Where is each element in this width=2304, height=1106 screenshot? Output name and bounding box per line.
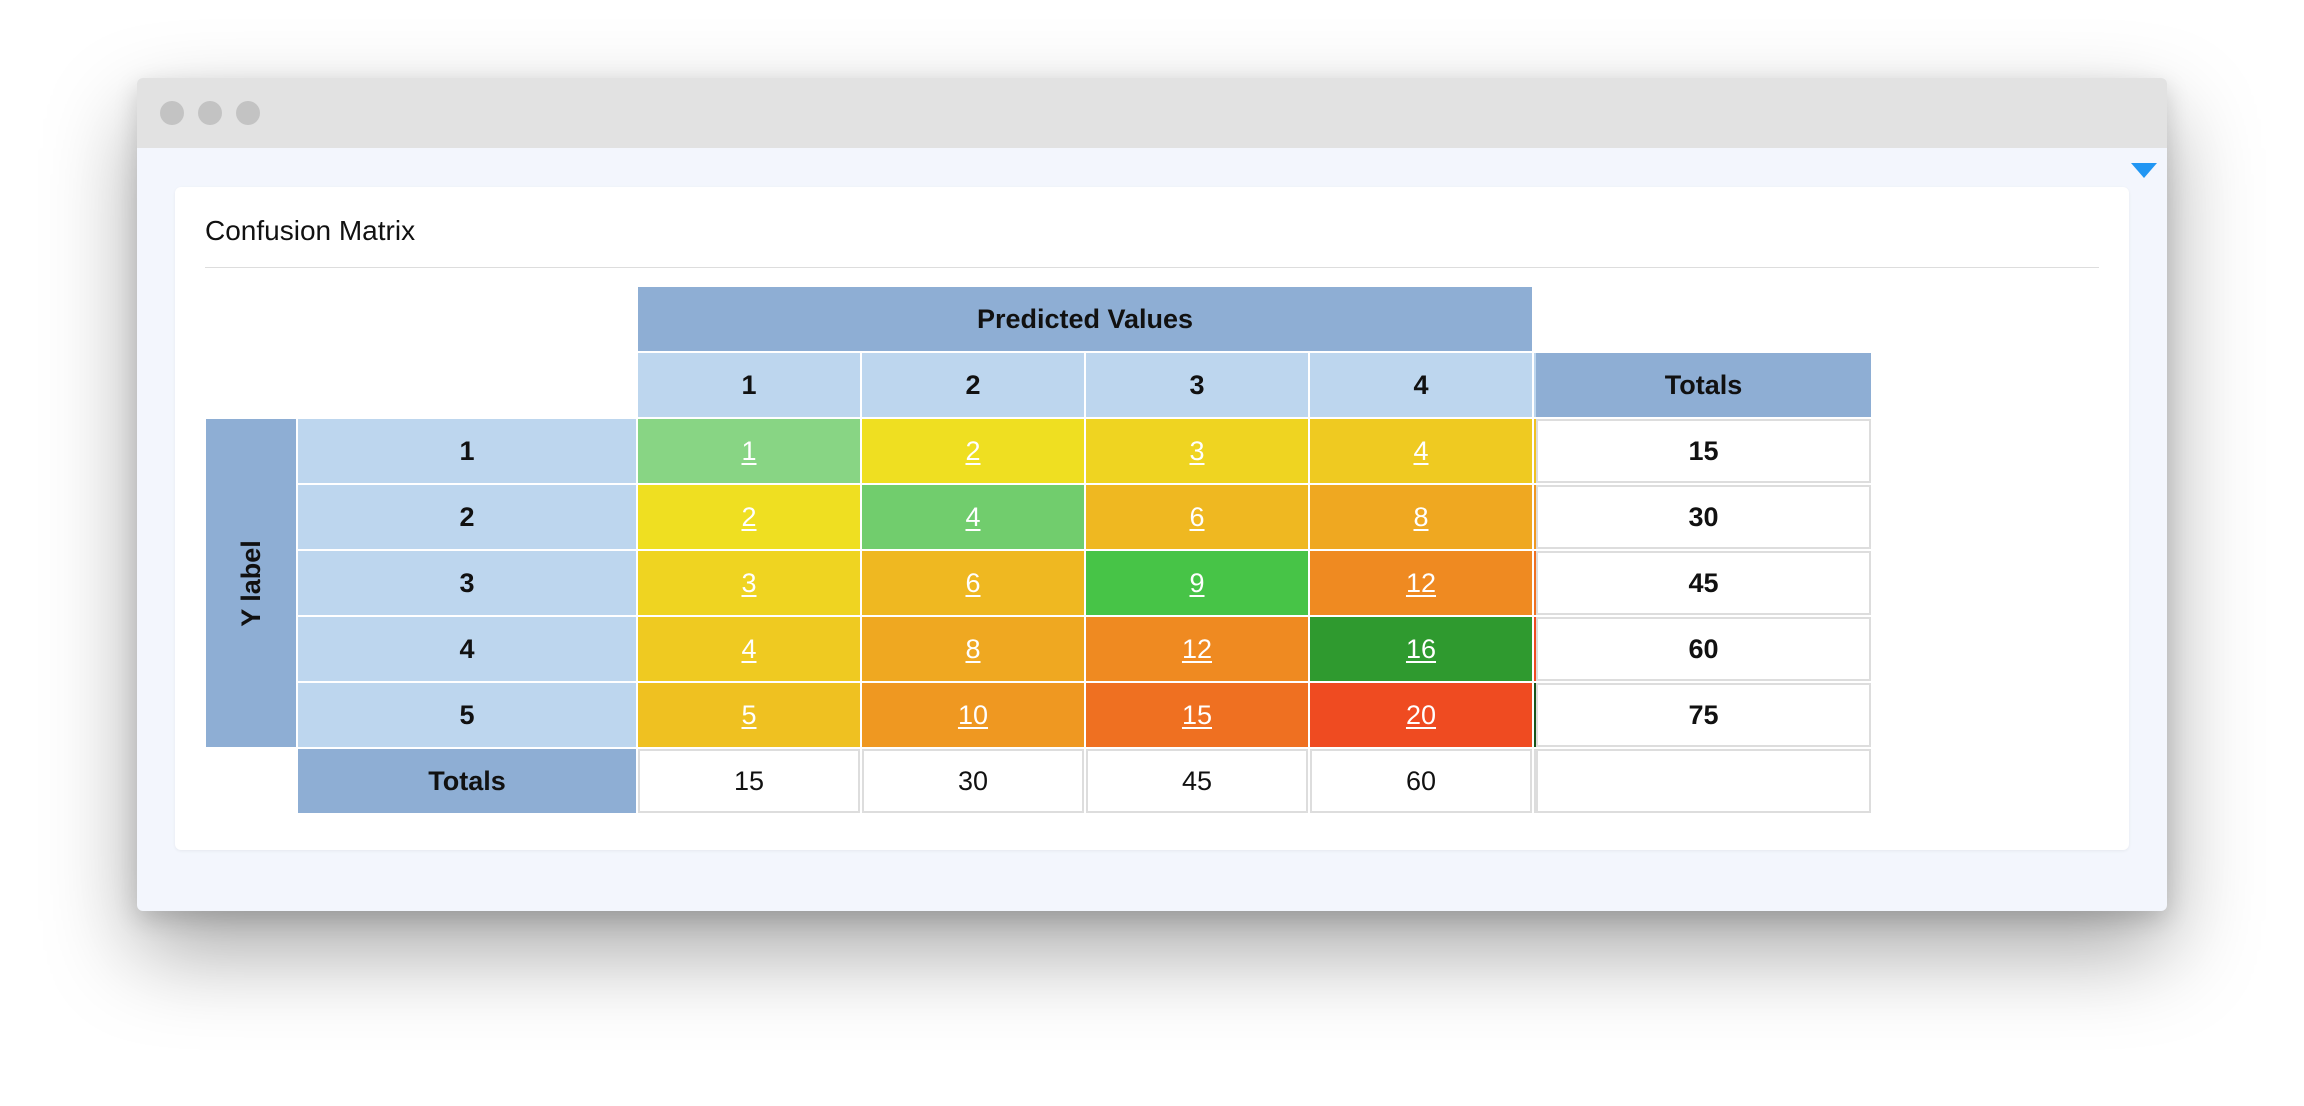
row-header-4: 4 <box>298 617 636 681</box>
row-total-1: 15 <box>1536 419 1871 483</box>
matrix-cell-r3-c4: 12 <box>1310 551 1532 615</box>
row-header-2: 2 <box>298 485 636 549</box>
matrix-value-link[interactable]: 16 <box>1405 633 1437 664</box>
matrix-cell-r2-c4: 8 <box>1310 485 1532 549</box>
matrix-value-link[interactable]: 3 <box>1189 435 1205 466</box>
matrix-value-link[interactable]: 12 <box>1181 633 1213 664</box>
column-header-4: 4 <box>1310 353 1532 417</box>
matrix-cell-r1-c4: 4 <box>1310 419 1532 483</box>
matrix-cell-r3-c3: 9 <box>1086 551 1308 615</box>
y-label-text: Y label <box>235 539 266 627</box>
matrix-cell-r2-c1: 2 <box>638 485 860 549</box>
y-label-header: Y label <box>206 419 296 747</box>
app-window: Confusion Matrix Predicted Values12345To… <box>137 78 2167 911</box>
column-header-2: 2 <box>862 353 1084 417</box>
column-total-4: 60 <box>1310 749 1532 813</box>
dropdown-caret-icon[interactable] <box>2131 163 2157 178</box>
matrix-cell-r4-c1: 4 <box>638 617 860 681</box>
matrix-value-link[interactable]: 15 <box>1181 699 1213 730</box>
matrix-cell-r1-c2: 2 <box>862 419 1084 483</box>
panel-divider <box>205 267 2099 268</box>
matrix-cell-r5-c4: 20 <box>1310 683 1532 747</box>
matrix-cell-r5-c2: 10 <box>862 683 1084 747</box>
matrix-cell-r4-c4: 16 <box>1310 617 1532 681</box>
matrix-value-link[interactable]: 9 <box>1189 567 1205 598</box>
matrix-value-link[interactable]: 4 <box>965 501 981 532</box>
matrix-value-link[interactable]: 2 <box>965 435 981 466</box>
confusion-matrix-panel: Confusion Matrix Predicted Values12345To… <box>175 187 2129 850</box>
panel-title: Confusion Matrix <box>205 215 416 246</box>
column-header-1: 1 <box>638 353 860 417</box>
matrix-value-link[interactable]: 6 <box>965 567 981 598</box>
matrix-value-link[interactable]: 4 <box>1413 435 1429 466</box>
matrix-cell-r3-c2: 6 <box>862 551 1084 615</box>
matrix-value-link[interactable]: 4 <box>741 633 757 664</box>
predicted-values-header: Predicted Values <box>638 287 1532 351</box>
row-header-1: 1 <box>298 419 636 483</box>
row-header-3: 3 <box>298 551 636 615</box>
totals-column-header: Totals <box>1536 353 1871 417</box>
matrix-cell-r4-c2: 8 <box>862 617 1084 681</box>
matrix-cell-r2-c3: 6 <box>1086 485 1308 549</box>
row-header-5: 5 <box>298 683 636 747</box>
close-window-button[interactable] <box>160 101 184 125</box>
matrix-value-link[interactable]: 6 <box>1189 501 1205 532</box>
title-bar <box>137 78 2167 148</box>
matrix-value-link[interactable]: 1 <box>741 435 757 466</box>
totals-row-header: Totals <box>298 749 636 813</box>
column-total-3: 45 <box>1086 749 1308 813</box>
matrix-value-link[interactable]: 3 <box>741 567 757 598</box>
row-total-2: 30 <box>1536 485 1871 549</box>
minimize-window-button[interactable] <box>198 101 222 125</box>
matrix-value-link[interactable]: 10 <box>957 699 989 730</box>
matrix-value-link[interactable]: 12 <box>1405 567 1437 598</box>
matrix-cell-r5-c3: 15 <box>1086 683 1308 747</box>
row-total-4: 60 <box>1536 617 1871 681</box>
matrix-value-link[interactable]: 8 <box>965 633 981 664</box>
matrix-cell-r1-c3: 3 <box>1086 419 1308 483</box>
matrix-cell-r3-c1: 3 <box>638 551 860 615</box>
row-total-3: 45 <box>1536 551 1871 615</box>
matrix-cell-r5-c1: 5 <box>638 683 860 747</box>
grand-total-cell <box>1536 749 1871 813</box>
matrix-value-link[interactable]: 2 <box>741 501 757 532</box>
matrix-cell-r2-c2: 4 <box>862 485 1084 549</box>
column-total-1: 15 <box>638 749 860 813</box>
matrix-cell-r4-c3: 12 <box>1086 617 1308 681</box>
matrix-value-link[interactable]: 20 <box>1405 699 1437 730</box>
matrix-value-link[interactable]: 5 <box>741 699 757 730</box>
matrix-cell-r1-c1: 1 <box>638 419 860 483</box>
column-header-3: 3 <box>1086 353 1308 417</box>
matrix-value-link[interactable]: 8 <box>1413 501 1429 532</box>
column-total-2: 30 <box>862 749 1084 813</box>
maximize-window-button[interactable] <box>236 101 260 125</box>
row-total-5: 75 <box>1536 683 1871 747</box>
